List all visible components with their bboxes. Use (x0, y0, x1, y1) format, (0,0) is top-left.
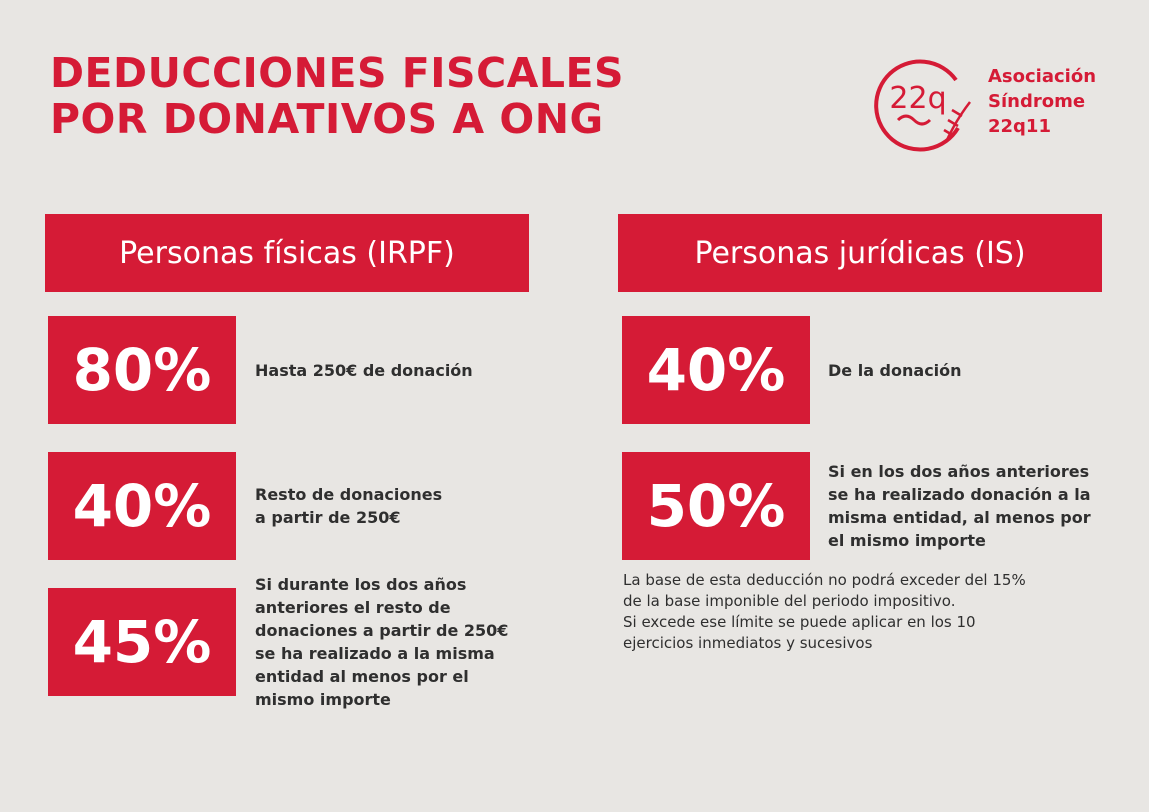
description-line: a partir de 250€ (255, 508, 401, 527)
percent-box: 40% (48, 452, 236, 560)
description-line: donaciones a partir de 250€ (255, 621, 509, 640)
logo-text: Asociación Síndrome 22q11 (988, 64, 1096, 139)
description-line: Resto de donaciones (255, 485, 443, 504)
description-line: se ha realizado donación a la (828, 485, 1091, 504)
description-line: mismo importe (255, 690, 391, 709)
percent-box: 50% (622, 452, 810, 560)
logo-mark: 22q (874, 59, 971, 152)
description-line: Si durante los dos años (255, 575, 467, 594)
note-line: de la base imponible del periodo imposit… (623, 592, 956, 610)
percent-box: 80% (48, 316, 236, 424)
column-heading: Personas jurídicas (IS) (618, 214, 1102, 292)
description-line: se ha realizado a la misma (255, 644, 495, 663)
note-line: ejercicios inmediatos y sucesivos (623, 634, 873, 652)
note-line: Si excede ese límite se puede aplicar en… (623, 613, 976, 631)
percent-box: 45% (48, 588, 236, 696)
description-line: Si en los dos años anteriores (828, 462, 1090, 481)
title-line: DEDUCCIONES FISCALES (50, 49, 625, 97)
description: Si en los dos años anteriores se ha reali… (828, 452, 1091, 560)
description-line: entidad al menos por el (255, 667, 469, 686)
percent-box: 40% (622, 316, 810, 424)
description-line: Hasta 250€ de donación (255, 360, 473, 380)
title-line: POR DONATIVOS A ONG (50, 95, 604, 143)
logo-line: Asociación (988, 66, 1097, 87)
logo-line: Síndrome (988, 91, 1086, 112)
description: Si durante los dos años anteriores el res… (255, 575, 509, 709)
note: La base de esta deducción no podrá exced… (623, 570, 1026, 654)
description: De la donación (828, 316, 962, 424)
logo-mark-text: 22q (889, 81, 946, 116)
title: DEDUCCIONES FISCALES POR DONATIVOS A ONG (50, 50, 624, 142)
description-line: el mismo importe (828, 531, 986, 550)
column-heading: Personas físicas (IRPF) (45, 214, 529, 292)
description-line: anteriores el resto de (255, 598, 451, 617)
note-line: La base de esta deducción no podrá exced… (623, 571, 1026, 589)
description: Resto de donaciones a partir de 250€ (255, 452, 442, 560)
logo-line: 22q11 (988, 116, 1051, 137)
description-line: misma entidad, al menos por (828, 508, 1091, 527)
description: Hasta 250€ de donación (255, 316, 473, 424)
description-line: De la donación (828, 360, 962, 380)
